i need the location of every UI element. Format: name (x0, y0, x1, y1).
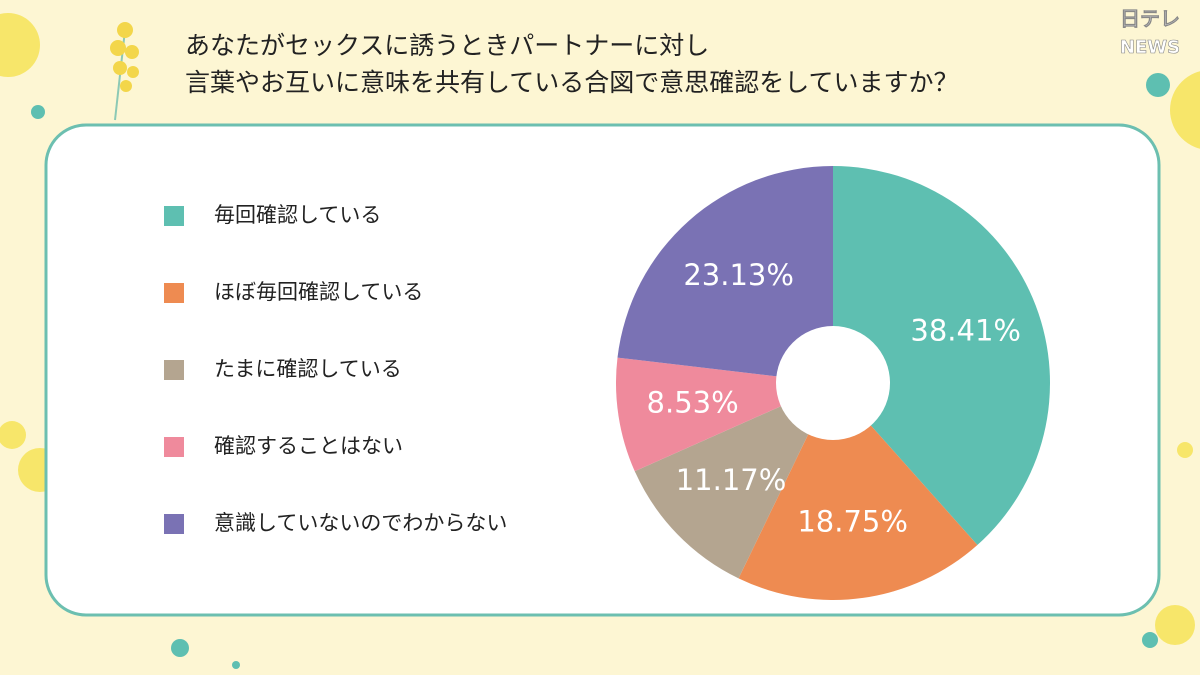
decor-circle (0, 13, 40, 77)
decor-dot (232, 661, 240, 669)
plot: 38.41% 18.75% 11.17% 8.53% 23.13% 毎回確認しているほぼ毎… (164, 166, 1050, 601)
value-label: 18.75% (797, 505, 908, 539)
legend-swatch (164, 283, 184, 303)
decor-circle (1155, 605, 1195, 645)
value-label: 8.53% (647, 385, 739, 419)
legend-label: 毎回確認している (214, 203, 381, 227)
logo: NEWS (1120, 37, 1180, 58)
value-label: 11.17% (676, 463, 787, 497)
decor-dot (31, 105, 45, 119)
legend-swatch (164, 437, 184, 457)
donut-hole (776, 326, 890, 440)
pie-slice (738, 383, 978, 601)
decor-dot (1146, 73, 1170, 97)
legend-swatch (164, 514, 184, 534)
value-label: 23.13% (683, 258, 794, 292)
logo: 日テレ (1120, 7, 1180, 31)
decor-dot (1177, 442, 1193, 458)
pie-slice (634, 383, 833, 579)
decor-circle (0, 421, 26, 449)
decor-circle (1170, 71, 1200, 149)
chart-title: あなたがセックスに誘うときパートナーに対し (185, 31, 709, 60)
chart-title: 言葉やお互いに意味を共有している合図で意思確認をしていますか？ (185, 68, 959, 97)
legend-label: 意識していないのでわからない (214, 511, 507, 535)
mimosa (110, 22, 139, 121)
legend-swatch (164, 206, 184, 226)
pie-slice (833, 166, 1050, 545)
decor-dot (1142, 632, 1158, 648)
legend-label: 確認することはない (214, 434, 403, 458)
decor-dot (171, 639, 189, 657)
legend-label: ほぼ毎回確認している (214, 280, 423, 304)
legend-label: たまに確認している (214, 357, 402, 381)
pie-slice (617, 166, 833, 383)
legend-swatch (164, 360, 184, 380)
value-label: 38.41% (910, 313, 1021, 347)
